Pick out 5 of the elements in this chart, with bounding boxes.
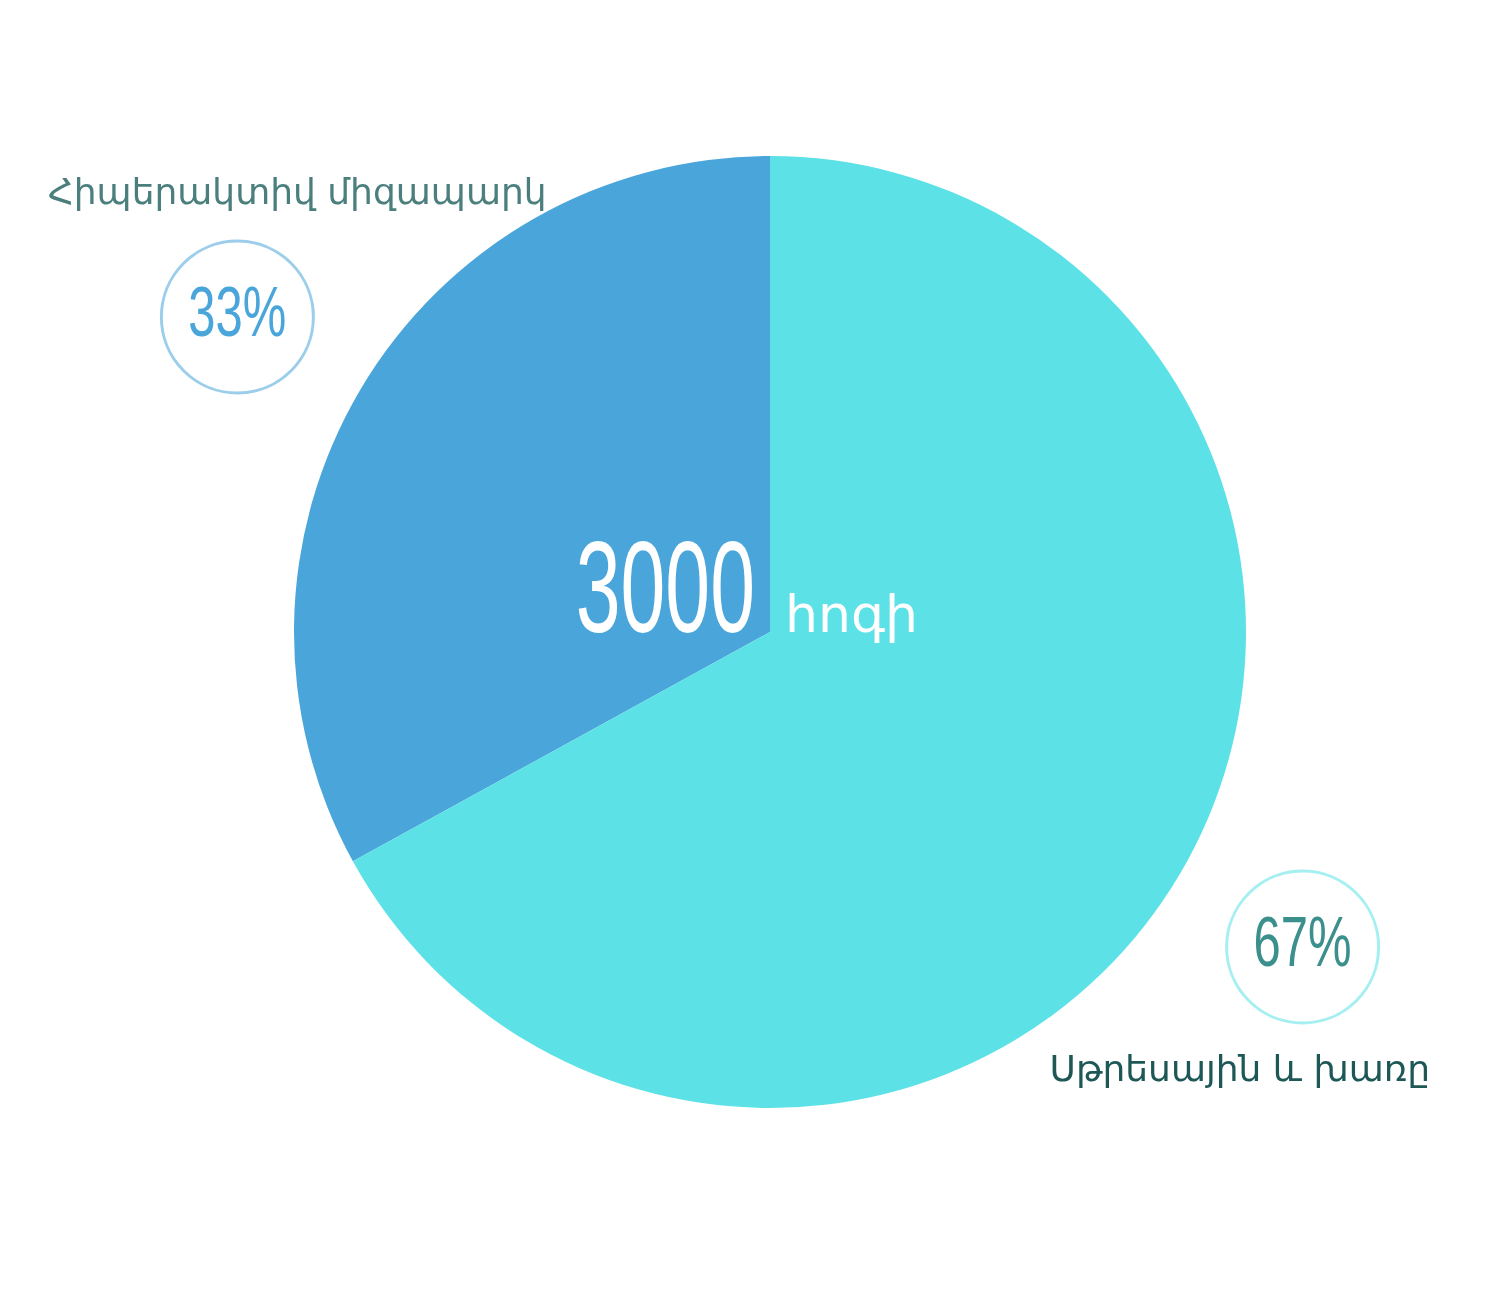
text: 3000 հոգի <box>575 514 919 660</box>
data-label: 67% <box>1253 902 1352 982</box>
slice-label: Հիպերակտիվ միզապարկ <box>48 171 547 213</box>
data-label: 33% <box>188 272 287 352</box>
slice-label: Սթրեսային և խառը <box>1049 1048 1430 1090</box>
